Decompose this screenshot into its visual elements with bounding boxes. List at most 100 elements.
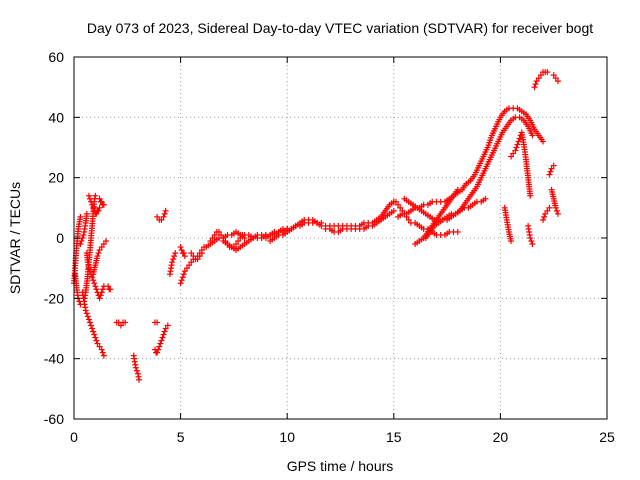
x-tick-label: 25: [599, 429, 615, 445]
data-point: [90, 277, 98, 287]
series-track-p: [166, 250, 179, 278]
series-track-ak: [550, 72, 561, 85]
series-track-ae: [508, 129, 534, 199]
data-point: [122, 319, 129, 326]
data-point: [516, 132, 524, 142]
data-point: [78, 238, 85, 245]
data-point: [181, 253, 188, 260]
data-point: [80, 228, 88, 238]
data-point: [186, 262, 193, 269]
data-point: [100, 241, 107, 248]
data-point: [491, 140, 501, 154]
data-point: [518, 129, 527, 146]
data-point: [499, 125, 509, 136]
data-point: [92, 283, 100, 293]
data-point: [514, 138, 522, 148]
data-point: [81, 301, 89, 311]
series-track-aa: [401, 114, 536, 223]
data-point: [86, 195, 93, 202]
data-point: [177, 277, 185, 287]
data-point: [90, 204, 97, 211]
series-track-a: [71, 213, 84, 287]
data-point: [395, 201, 402, 208]
data-point: [478, 167, 488, 181]
y-tick-label: 0: [56, 230, 64, 246]
data-point: [136, 376, 143, 383]
data-point: [533, 78, 540, 85]
series-track-r: [177, 244, 188, 260]
data-point: [527, 117, 537, 131]
data-point: [454, 186, 461, 193]
data-point: [79, 235, 86, 241]
data-point: [540, 138, 547, 145]
series-track-ah: [540, 204, 553, 223]
data-point: [209, 235, 216, 241]
data-point: [158, 334, 166, 344]
data-point: [405, 198, 414, 207]
data-point: [83, 273, 91, 287]
data-point: [102, 238, 109, 245]
series-track-ag: [531, 69, 551, 91]
data-point: [552, 75, 559, 82]
y-tick-label: -40: [44, 351, 64, 367]
data-point: [80, 295, 88, 305]
series-track-aj: [548, 186, 561, 217]
y-axis-label: SDTVAR / TECUs: [7, 182, 23, 294]
data-point: [132, 364, 139, 371]
chart-title: Day 073 of 2023, Sidereal Day-to-day VTE…: [87, 20, 593, 36]
data-point: [495, 131, 505, 145]
data-point: [397, 204, 404, 211]
series-track-f: [83, 250, 107, 302]
data-point: [96, 195, 103, 202]
data-point: [531, 81, 539, 91]
x-tick-label: 0: [70, 429, 78, 445]
data-point: [508, 238, 515, 245]
data-point: [405, 216, 412, 223]
data-point: [96, 204, 103, 211]
data-point: [510, 150, 517, 157]
data-point: [542, 210, 549, 217]
data-point: [92, 255, 100, 269]
series-track-s: [188, 250, 205, 263]
data-point: [83, 310, 90, 317]
data-point: [91, 331, 98, 338]
data-point: [74, 289, 81, 299]
data-point: [188, 250, 195, 257]
data-point: [170, 256, 177, 263]
data-point: [196, 253, 203, 260]
data-point: [82, 282, 90, 296]
data-point: [162, 325, 169, 332]
data-points: [71, 69, 561, 383]
series-track-x: [322, 207, 397, 235]
data-point: [482, 195, 489, 202]
data-point: [493, 116, 503, 130]
data-point: [529, 241, 536, 248]
data-point: [164, 322, 171, 329]
data-point: [75, 216, 83, 232]
data-point: [86, 237, 94, 254]
data-point: [486, 149, 496, 163]
data-point: [88, 225, 95, 241]
data-point: [85, 192, 92, 199]
data-point: [452, 209, 461, 217]
series-track-d: [79, 289, 107, 359]
data-point: [168, 262, 175, 272]
data-point: [134, 370, 142, 380]
data-point: [318, 219, 325, 226]
series-track-n: [152, 322, 171, 356]
series-track-c: [77, 210, 90, 248]
data-point: [83, 210, 90, 217]
y-tick-label: -20: [44, 290, 64, 306]
data-point: [540, 213, 548, 223]
data-point: [546, 168, 554, 178]
data-point: [89, 325, 96, 332]
data-point: [81, 292, 89, 302]
data-point: [392, 198, 399, 205]
y-tick-label: -60: [44, 411, 64, 427]
data-point: [188, 259, 195, 266]
data-point: [546, 204, 553, 211]
axis-ticks: 0 5 10 15 20 25 -60 -40 -20 0 20 40 60: [44, 49, 615, 445]
data-point: [131, 358, 139, 368]
data-point: [154, 319, 161, 326]
